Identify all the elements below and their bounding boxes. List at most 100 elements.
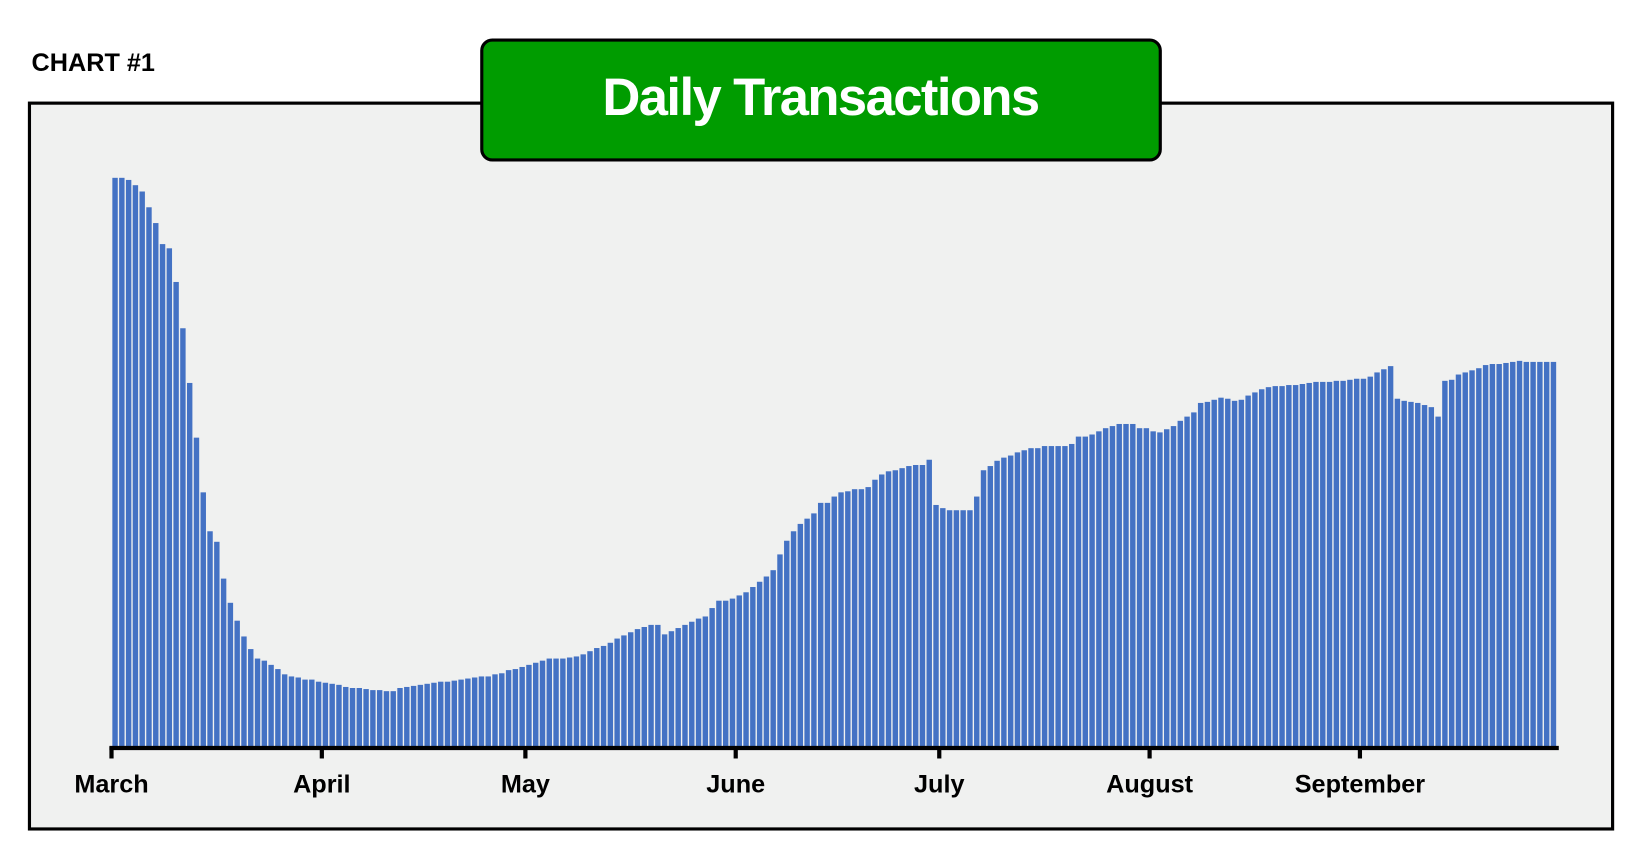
bar bbox=[1089, 434, 1095, 747]
bar bbox=[1482, 365, 1489, 747]
bar bbox=[1231, 400, 1238, 747]
bar bbox=[248, 649, 254, 747]
bar bbox=[865, 487, 871, 747]
bar bbox=[1469, 370, 1475, 747]
bar bbox=[763, 576, 770, 747]
bar bbox=[288, 676, 295, 747]
bar bbox=[1394, 398, 1401, 747]
bar bbox=[953, 510, 960, 747]
bar bbox=[1476, 368, 1482, 747]
bar bbox=[600, 645, 607, 747]
bar bbox=[1157, 432, 1163, 747]
bar bbox=[268, 664, 274, 747]
bar bbox=[614, 638, 620, 747]
bar bbox=[1191, 412, 1197, 747]
bar bbox=[980, 470, 987, 747]
bar bbox=[1258, 389, 1265, 747]
bar bbox=[1245, 395, 1251, 747]
bar bbox=[458, 679, 464, 747]
bar bbox=[349, 688, 356, 747]
bar bbox=[1041, 446, 1048, 747]
bar bbox=[1442, 380, 1448, 747]
bar bbox=[1279, 386, 1285, 747]
x-tick-label: April bbox=[293, 771, 350, 799]
bar bbox=[1170, 426, 1177, 747]
bar bbox=[1537, 361, 1543, 747]
bar bbox=[1014, 452, 1021, 747]
bar bbox=[587, 651, 593, 747]
bar bbox=[1136, 428, 1143, 747]
bar bbox=[1028, 448, 1034, 747]
bar bbox=[1035, 448, 1041, 747]
bar bbox=[1435, 416, 1441, 747]
bar bbox=[1096, 431, 1102, 747]
bar bbox=[125, 179, 132, 747]
bar bbox=[519, 666, 525, 747]
bar bbox=[838, 492, 844, 747]
bar bbox=[750, 587, 756, 747]
bar bbox=[661, 634, 668, 747]
bar bbox=[424, 683, 430, 747]
bar bbox=[926, 459, 932, 747]
bar bbox=[275, 669, 281, 747]
x-tick-label: September bbox=[1295, 771, 1426, 799]
bar bbox=[940, 508, 946, 747]
bar bbox=[1347, 379, 1353, 747]
bar bbox=[702, 616, 709, 747]
bar bbox=[1333, 380, 1340, 747]
bar bbox=[1062, 446, 1068, 747]
bar bbox=[797, 523, 804, 747]
bar bbox=[546, 658, 552, 747]
bar bbox=[709, 608, 715, 747]
bar bbox=[1055, 446, 1061, 747]
bar bbox=[1496, 364, 1502, 747]
bar bbox=[1320, 381, 1326, 747]
bar bbox=[1374, 372, 1380, 747]
bar bbox=[186, 382, 193, 747]
bar bbox=[153, 223, 159, 747]
bar bbox=[1408, 401, 1414, 747]
bar bbox=[621, 635, 627, 747]
bar bbox=[946, 510, 953, 747]
bar bbox=[974, 496, 980, 747]
bar bbox=[892, 470, 899, 747]
bar bbox=[207, 531, 213, 747]
bar bbox=[1353, 378, 1360, 747]
bar bbox=[485, 676, 491, 747]
x-tick-label: June bbox=[706, 771, 765, 799]
bar bbox=[1272, 386, 1278, 747]
bar bbox=[1225, 398, 1231, 747]
bar bbox=[553, 658, 559, 747]
bar bbox=[1326, 381, 1333, 747]
bar bbox=[383, 691, 390, 747]
bar bbox=[302, 679, 308, 747]
bar bbox=[1543, 361, 1550, 747]
bar bbox=[132, 185, 139, 747]
bar bbox=[655, 624, 661, 747]
bar bbox=[254, 658, 261, 747]
bar bbox=[899, 468, 905, 747]
bar bbox=[431, 682, 437, 747]
bar bbox=[1292, 385, 1299, 747]
bar bbox=[1510, 361, 1516, 747]
bar bbox=[885, 471, 892, 747]
bar bbox=[607, 642, 614, 747]
bar bbox=[1150, 431, 1156, 747]
x-tick-label: July bbox=[914, 771, 965, 799]
bar bbox=[716, 600, 722, 747]
bar bbox=[410, 685, 417, 747]
x-tick-label: March bbox=[74, 771, 148, 799]
bar bbox=[1184, 416, 1190, 747]
bar bbox=[1299, 384, 1306, 747]
bar bbox=[478, 676, 485, 747]
bar bbox=[1102, 428, 1109, 747]
bar bbox=[1462, 372, 1468, 747]
bar bbox=[1001, 457, 1007, 747]
bar bbox=[906, 466, 912, 747]
bar bbox=[444, 681, 451, 747]
bar bbox=[1069, 443, 1075, 747]
bar bbox=[1109, 426, 1116, 747]
bar bbox=[817, 502, 824, 747]
bar bbox=[539, 660, 546, 747]
